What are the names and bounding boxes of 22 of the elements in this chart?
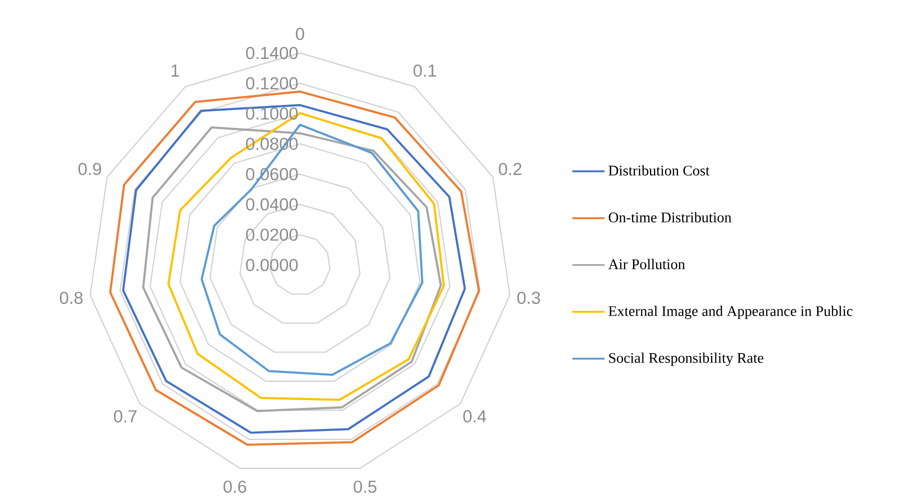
- spoke-label: 0.8: [60, 292, 83, 304]
- y-tick-label: 0.0000: [246, 259, 298, 272]
- legend-label: On-time Distribution: [608, 212, 732, 223]
- legend-label: External Image and Appearance in Public: [608, 306, 852, 320]
- spoke-label: 0.5: [354, 480, 376, 494]
- legend-label: Social Responsibility Rate: [609, 352, 764, 366]
- y-tick-label: 0.1400: [246, 47, 298, 60]
- legend-label: Distribution Cost: [608, 165, 710, 176]
- spoke-label: 1: [172, 64, 180, 77]
- spoke-label: 0.3: [517, 292, 540, 304]
- y-tick-label: 0.1000: [246, 108, 298, 120]
- spoke-label: 0.2: [498, 163, 522, 176]
- y-tick-label: 0.0400: [246, 198, 298, 211]
- legend-label: Air Pollution: [608, 259, 685, 270]
- y-tick-label: 0.1200: [246, 77, 298, 90]
- spoke-label: 0.7: [114, 410, 137, 423]
- y-tick-label: 0.0200: [246, 228, 298, 242]
- spoke-label: 0.9: [78, 163, 102, 176]
- spoke-label: 0.6: [224, 480, 246, 494]
- spoke-label: 0: [296, 28, 304, 40]
- spoke-label: 0.1: [414, 64, 436, 77]
- spoke-label: 0.4: [463, 410, 486, 423]
